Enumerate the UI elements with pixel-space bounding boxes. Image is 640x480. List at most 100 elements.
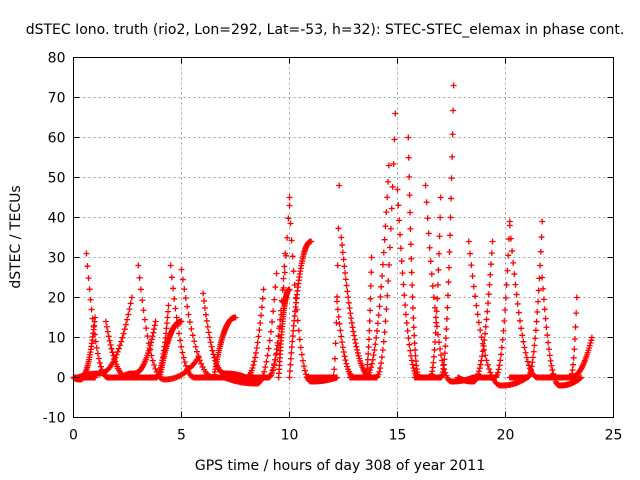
- data-point: [570, 361, 577, 368]
- data-point: [436, 233, 443, 240]
- data-point: [540, 285, 547, 292]
- data-point: [467, 250, 474, 257]
- data-point: [181, 358, 188, 365]
- data-series: [210, 314, 239, 381]
- data-point: [84, 263, 91, 270]
- data-point: [288, 349, 295, 356]
- data-series: [465, 238, 531, 389]
- y-tick-label: 70: [48, 91, 66, 107]
- data-point: [386, 244, 393, 251]
- data-point: [266, 373, 273, 380]
- data-point: [529, 359, 536, 366]
- data-point: [539, 218, 546, 225]
- data-point: [486, 365, 493, 372]
- data-point: [403, 320, 410, 327]
- data-point: [191, 338, 198, 345]
- data-point: [287, 361, 294, 368]
- data-series: [286, 238, 315, 381]
- data-point: [257, 319, 264, 326]
- data-point: [447, 232, 454, 239]
- data-point: [118, 338, 125, 345]
- data-point: [128, 294, 135, 301]
- data-series: [506, 218, 546, 381]
- data-point: [382, 318, 389, 325]
- y-tick-label: 0: [57, 371, 66, 387]
- data-series: [275, 286, 293, 381]
- data-point: [537, 248, 544, 255]
- data-point: [406, 173, 413, 180]
- data-point: [544, 332, 551, 339]
- data-point: [331, 355, 338, 362]
- data-point: [437, 194, 444, 201]
- data-point: [573, 310, 580, 317]
- data-point: [427, 258, 434, 265]
- data-point: [370, 352, 377, 359]
- data-point: [334, 262, 341, 269]
- data-point: [440, 361, 447, 368]
- data-point: [441, 356, 448, 363]
- data-point: [271, 361, 278, 368]
- data-point: [149, 333, 156, 340]
- data-point: [345, 294, 352, 301]
- data-point: [83, 250, 90, 257]
- data-point: [475, 319, 482, 326]
- data-point: [258, 312, 265, 319]
- data-point: [448, 195, 455, 202]
- data-point: [483, 316, 490, 323]
- data-point: [171, 295, 178, 302]
- data-point: [506, 222, 513, 229]
- data-point: [330, 372, 337, 379]
- data-point: [271, 296, 278, 303]
- data-point: [95, 355, 102, 362]
- data-point: [141, 316, 148, 323]
- data-point: [232, 314, 239, 321]
- data-point: [538, 234, 545, 241]
- plot-frame: [73, 57, 614, 418]
- data-point: [394, 186, 401, 193]
- data-point: [287, 220, 294, 227]
- data-point: [281, 263, 288, 270]
- data-point: [443, 326, 450, 333]
- data-point: [367, 307, 374, 314]
- data-point: [431, 346, 438, 353]
- data-point: [445, 279, 452, 286]
- data-point: [408, 357, 415, 364]
- data-point: [339, 249, 346, 256]
- data-point: [119, 334, 126, 341]
- data-point: [487, 271, 494, 278]
- y-tick-label: 10: [48, 331, 66, 347]
- data-point: [404, 327, 411, 334]
- data-point: [533, 318, 540, 325]
- data-point: [425, 230, 432, 237]
- data-point: [479, 340, 486, 347]
- data-point: [374, 327, 381, 334]
- data-point: [437, 345, 444, 352]
- data-point: [482, 352, 489, 359]
- data-point: [387, 225, 394, 232]
- data-point: [395, 202, 402, 209]
- data-point: [289, 333, 296, 340]
- data-point: [367, 367, 374, 374]
- data-point: [86, 286, 93, 293]
- data-point: [93, 344, 100, 351]
- data-point: [432, 329, 439, 336]
- data-point: [151, 326, 158, 333]
- data-point: [297, 344, 304, 351]
- y-tick-label: 30: [48, 251, 66, 267]
- data-series: [454, 238, 496, 385]
- data-point: [265, 345, 272, 352]
- data-point: [521, 344, 528, 351]
- data-point: [115, 345, 122, 352]
- data-point: [300, 363, 307, 370]
- data-point: [569, 367, 576, 374]
- data-point: [541, 306, 548, 313]
- data-point: [189, 332, 196, 339]
- data-point: [338, 333, 345, 340]
- y-tick-label: 80: [48, 51, 66, 67]
- data-point: [536, 275, 543, 282]
- data-point: [124, 316, 131, 323]
- data-point: [196, 357, 203, 364]
- data-series: [156, 318, 185, 381]
- data-point: [367, 295, 374, 302]
- data-point: [397, 245, 404, 252]
